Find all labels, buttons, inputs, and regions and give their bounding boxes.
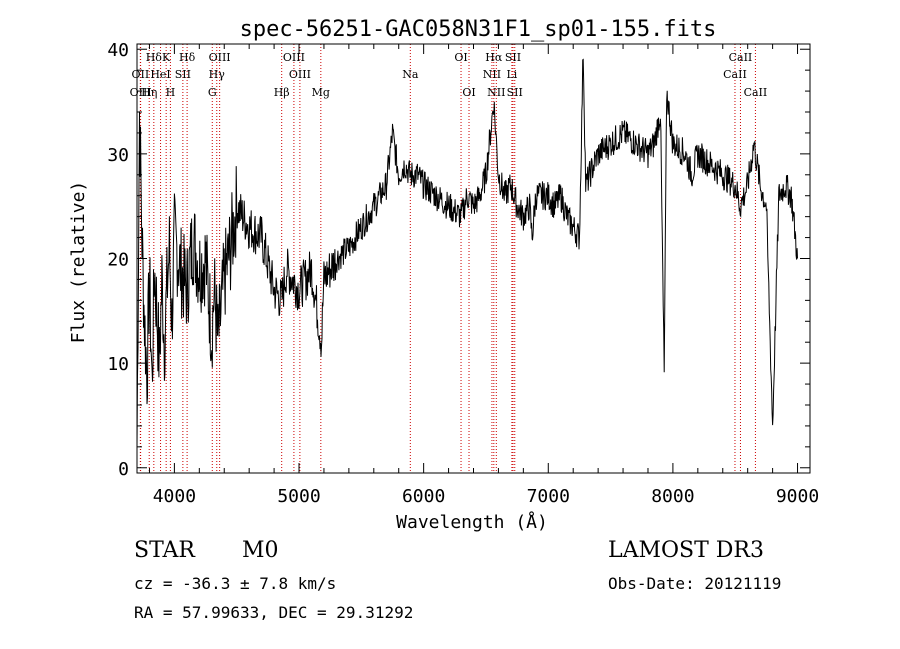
line-label: SII: [507, 86, 523, 99]
survey-name: LAMOST DR3: [608, 538, 764, 563]
object-class: STAR: [134, 538, 195, 563]
line-label: HeI: [150, 68, 170, 81]
y-tick-label: 0: [118, 459, 129, 480]
x-tick-label: 7000: [527, 486, 570, 507]
line-label: Hγ: [209, 68, 226, 81]
line-label: OIII: [130, 86, 152, 99]
line-label: G: [208, 86, 217, 99]
redshift-text: cz = -36.3 ± 7.8 km/s: [134, 574, 337, 593]
y-axis-label: Flux (relative): [68, 181, 89, 344]
line-label: OI: [462, 86, 475, 99]
x-axis: 4000 5000 6000 7000 8000 9000: [148, 44, 819, 507]
line-label: SII: [505, 51, 521, 64]
line-label: Hα: [485, 51, 503, 64]
object-subclass: M0: [242, 538, 279, 563]
line-label: CaII: [744, 86, 768, 99]
x-tick-label: 4000: [153, 486, 196, 507]
x-tick-label: 6000: [402, 486, 445, 507]
line-label: NII: [487, 86, 505, 99]
line-label: Li: [506, 68, 517, 81]
line-label: CaII: [729, 51, 753, 64]
chart-title: spec-56251-GAC058N31F1_sp01-155.fits: [240, 17, 717, 42]
coordinates-text: RA = 57.99633, DEC = 29.31292: [134, 603, 414, 622]
line-label: SII: [175, 68, 191, 81]
spectral-line-markers: [139, 44, 756, 473]
line-label: Hδ: [179, 51, 196, 64]
y-tick-label: 10: [107, 354, 129, 375]
y-axis: 0 10 20 30 40: [107, 40, 810, 480]
y-tick-label: 40: [107, 40, 129, 61]
line-label: Hβ: [274, 86, 290, 99]
line-label: K: [162, 51, 171, 64]
x-tick-label: 8000: [651, 486, 694, 507]
line-label: Hδ: [146, 51, 163, 64]
y-tick-label: 30: [107, 145, 129, 166]
x-tick-label: 9000: [776, 486, 819, 507]
line-label: H: [166, 86, 176, 99]
y-tick-label: 20: [107, 250, 129, 271]
line-label: NII: [483, 68, 501, 81]
obs-date: Obs-Date: 20121119: [608, 574, 782, 593]
line-label: OI: [454, 51, 467, 64]
plot-frame: [136, 43, 811, 474]
line-label: OII: [132, 68, 150, 81]
line-label: Hη: [141, 86, 157, 99]
line-label: Na: [402, 68, 419, 81]
line-label: CaII: [723, 68, 747, 81]
line-label: OIII: [289, 68, 311, 81]
x-tick-label: 5000: [277, 486, 320, 507]
spectrum-line: [136, 58, 798, 448]
line-label: Mg: [312, 86, 330, 99]
x-axis-label: Wavelength (Å): [396, 511, 548, 533]
line-label: OIII: [209, 51, 231, 64]
line-label: OIII: [283, 51, 305, 64]
